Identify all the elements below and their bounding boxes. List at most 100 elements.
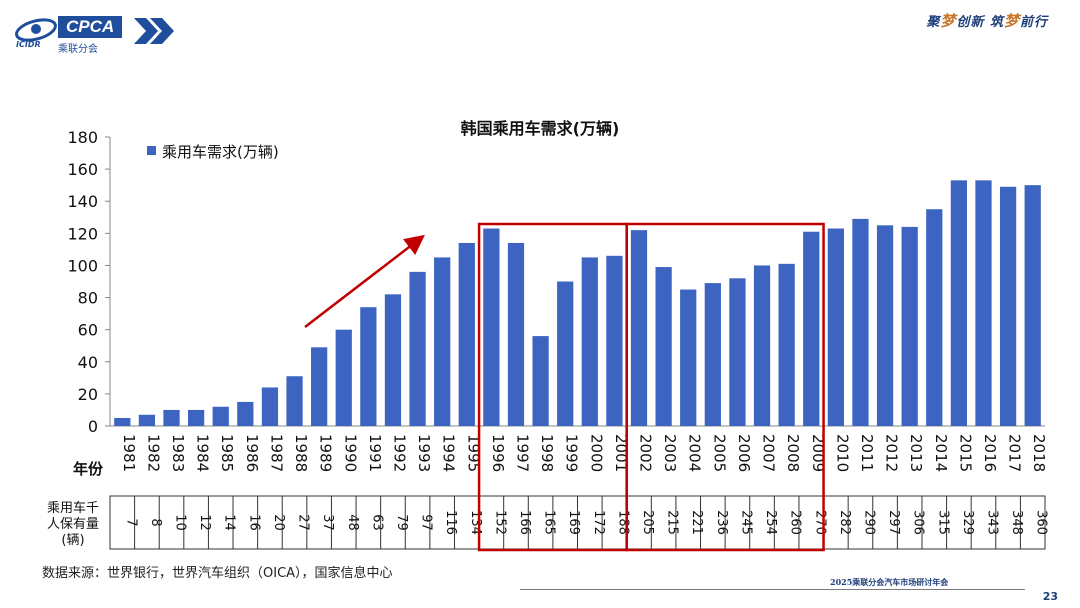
table-cell: 134	[468, 510, 483, 535]
y-tick-label: 160	[67, 160, 98, 179]
bar-2017	[999, 186, 1017, 426]
table-cell: 63	[369, 514, 384, 531]
x-tick-label: 2018	[1030, 434, 1048, 472]
bar-2015	[950, 180, 968, 426]
bar-1983	[163, 409, 180, 426]
x-tick-label: 1993	[415, 434, 433, 472]
table-row-label: 乘用车千	[47, 500, 99, 516]
bar-1981	[114, 417, 131, 426]
table-cell: 290	[861, 510, 876, 535]
table-cell: 27	[296, 514, 311, 531]
x-tick-label: 1983	[169, 434, 187, 472]
page-number: 23	[1042, 590, 1058, 603]
x-tick-label: 2008	[784, 434, 802, 472]
table-cell: 215	[665, 510, 680, 535]
table-cell: 10	[173, 514, 188, 531]
bar-1999	[557, 281, 574, 426]
table-cell: 116	[443, 510, 458, 535]
logo-subtitle: 乘联分会	[58, 44, 98, 55]
slogan: 聚梦创新 筑梦前行	[926, 12, 1048, 30]
table-cell: 236	[714, 510, 729, 535]
table-cell: 169	[566, 510, 581, 535]
bar-2003	[655, 267, 672, 426]
bar-1998	[532, 336, 549, 426]
x-tick-label: 1996	[489, 434, 507, 472]
table-cell: 172	[591, 510, 606, 535]
table-cell: 152	[492, 510, 507, 535]
table-cell: 254	[763, 510, 778, 535]
x-tick-label: 1998	[538, 434, 556, 472]
table-cell: 282	[837, 510, 852, 535]
x-tick-label: 2007	[760, 434, 778, 472]
x-tick-label: 2013	[907, 434, 925, 472]
bar-2009	[803, 231, 820, 426]
bar-2006	[729, 278, 746, 426]
table-cell: 348	[1009, 510, 1024, 535]
x-tick-label: 1991	[366, 434, 384, 472]
table-cell: 8	[148, 518, 163, 526]
bar-2001	[606, 255, 623, 426]
x-tick-label: 1984	[194, 434, 212, 472]
x-tick-label: 1995	[464, 434, 482, 472]
y-tick-label: 20	[78, 385, 98, 404]
bar-1995	[458, 242, 475, 426]
table-cell: 245	[738, 510, 753, 535]
bar-1985	[212, 406, 229, 426]
bar-2012	[876, 225, 894, 426]
x-tick-label: 1987	[267, 434, 285, 472]
x-tick-label: 1994	[440, 434, 458, 472]
x-tick-label: 1985	[218, 434, 236, 472]
bar-1989	[311, 347, 328, 426]
bar-2010	[827, 228, 844, 426]
x-tick-label: 2006	[735, 434, 753, 472]
bar-chart: 韩国乘用车需求(万辆) 乘用车需求(万辆) 0 20 40 60 80 100 120 140…	[47, 119, 1049, 552]
x-tick-label: 2004	[686, 434, 704, 472]
x-axis-label: 年份	[73, 460, 104, 478]
x-tick-label: 2012	[883, 434, 901, 472]
table-cell: 166	[517, 510, 532, 535]
x-tick-label: 2003	[661, 434, 679, 472]
table-cell: 205	[640, 510, 655, 535]
table-cell: 16	[246, 514, 261, 531]
x-tick-label: 2005	[710, 434, 728, 472]
table-row-label: (辆)	[61, 533, 84, 548]
x-tick-label: 2011	[858, 434, 876, 472]
bar-1994	[434, 257, 451, 426]
logo-chevrons-icon	[134, 18, 174, 44]
x-tick-label: 1997	[513, 434, 531, 472]
legend-label: 乘用车需求(万辆)	[162, 143, 279, 161]
bar-2018	[1024, 185, 1041, 426]
bar-1988	[286, 376, 303, 426]
logo-text: CPCA	[58, 16, 123, 38]
bar-1987	[261, 387, 279, 426]
x-tick-label: 1982	[144, 434, 162, 472]
logo-small-text: ICIDR	[16, 40, 41, 49]
table-cell: 20	[271, 514, 286, 531]
table-cell: 97	[419, 514, 434, 531]
bar-1990	[335, 329, 352, 426]
y-tick-label: 60	[78, 321, 98, 340]
highlight-box	[625, 222, 825, 552]
bar-1984	[187, 409, 205, 426]
y-tick-label: 0	[88, 417, 98, 436]
x-tick-label: 2000	[587, 434, 605, 472]
x-tick-label: 2009	[809, 434, 827, 472]
x-tick-label: 1981	[120, 434, 138, 472]
bar-1993	[409, 271, 426, 426]
chart-title: 韩国乘用车需求(万辆)	[461, 119, 620, 138]
table-cell: 329	[960, 510, 975, 535]
bar-2007	[753, 265, 771, 426]
bar-1997	[507, 242, 525, 426]
table-cell: 270	[812, 510, 827, 535]
x-tick-label: 1999	[563, 434, 581, 472]
bar-1992	[384, 294, 402, 426]
footer-event: 2025乘联分会汽车市场研讨年会	[830, 577, 949, 587]
x-tick-label: 2015	[956, 434, 974, 472]
bar-2002	[630, 230, 648, 426]
bar-2011	[852, 218, 869, 426]
table-cell: 165	[542, 510, 557, 535]
footer-divider	[520, 589, 1025, 590]
bar-2000	[581, 257, 598, 426]
x-tick-label: 1986	[243, 434, 261, 472]
y-tick-label: 80	[78, 289, 98, 308]
